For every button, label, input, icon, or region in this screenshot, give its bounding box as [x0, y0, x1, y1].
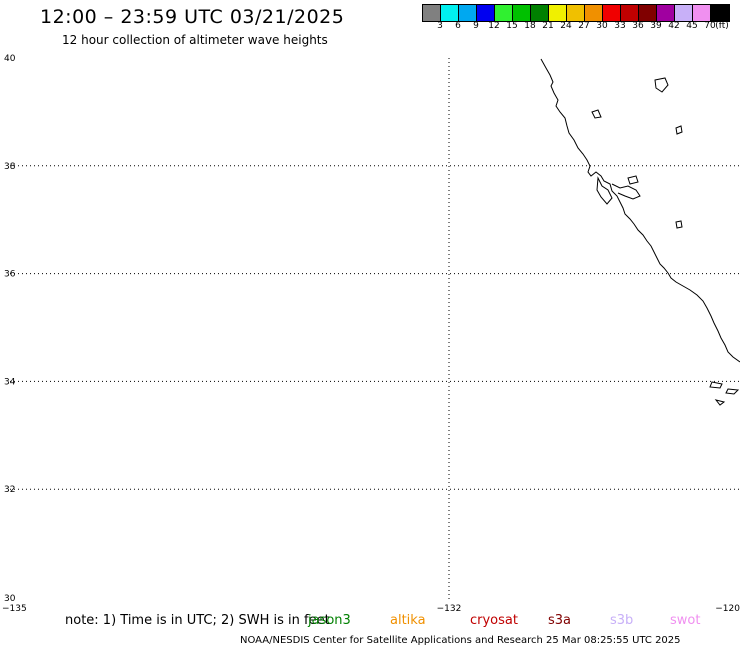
legend-label: (ft) [715, 21, 729, 31]
reservoir-1 [675, 125, 683, 135]
legend-swatch [549, 5, 567, 21]
units-note: note: 1) Time is in UTC; 2) SWH is in fe… [65, 613, 330, 628]
legend-swatch [459, 5, 477, 21]
satellite-legend-item: s3b [610, 613, 634, 628]
legend-swatch [477, 5, 495, 21]
channel-island-2 [725, 388, 740, 395]
reservoir-4 [675, 220, 683, 229]
satellite-legend-item: jason3 [308, 613, 351, 628]
legend-label: 6 [455, 21, 461, 31]
latitude-label: 30 [4, 594, 16, 604]
legend-swatch [495, 5, 513, 21]
latitude-label: 36 [4, 270, 16, 280]
latitude-label: 38 [4, 162, 16, 172]
lake-tahoe-area [654, 77, 669, 93]
map-title: 12:00 – 23:59 UTC 03/21/2025 [40, 6, 345, 28]
reservoir-3 [627, 175, 639, 185]
satellite-legend-item: s3a [548, 613, 572, 628]
legend-label: 45 [686, 21, 698, 31]
legend-swatch [675, 5, 693, 21]
legend-swatch [531, 5, 549, 21]
legend-label: 33 [614, 21, 626, 31]
map-subtitle: 12 hour collection of altimeter wave hei… [62, 33, 328, 47]
legend-swatch [423, 5, 441, 21]
credit-footer: NOAA/NESDIS Center for Satellite Applica… [240, 635, 681, 646]
legend-label: 21 [542, 21, 554, 31]
legend-swatch [603, 5, 621, 21]
legend-label: 9 [473, 21, 479, 31]
legend-label: 24 [560, 21, 572, 31]
legend-label: 15 [506, 21, 518, 31]
graticule-grid [10, 58, 740, 601]
latitude-label: 40 [4, 54, 16, 64]
legend-swatch [585, 5, 603, 21]
legend-label: 18 [524, 21, 536, 31]
legend-swatch [639, 5, 657, 21]
longitude-label: −132 [437, 604, 462, 612]
latitude-label: 34 [4, 377, 16, 387]
satellite-legend-item: altika [390, 613, 426, 628]
reservoir-2 [591, 109, 602, 119]
satellite-legend-item: swot [670, 613, 701, 628]
legend-label: 42 [668, 21, 680, 31]
legend-label: 36 [632, 21, 644, 31]
sf-bay [596, 176, 613, 205]
delta [611, 183, 641, 200]
legend-label: 3 [437, 21, 443, 31]
legend-label: 12 [488, 21, 500, 31]
legend-swatch [621, 5, 639, 21]
legend-label: 70 [704, 21, 716, 31]
legend-swatch [693, 5, 711, 21]
wave-height-color-legend [422, 4, 730, 22]
legend-swatch [441, 5, 459, 21]
legend-label: 39 [650, 21, 662, 31]
latitude-label: 32 [4, 485, 15, 495]
longitude-label: −120 [715, 604, 740, 612]
legend-swatch [567, 5, 585, 21]
satellite-legend-item: cryosat [470, 613, 518, 628]
coastline [540, 58, 740, 406]
california-coastline [540, 58, 740, 363]
legend-label: 27 [578, 21, 590, 31]
legend-label: 30 [596, 21, 608, 31]
legend-swatch [513, 5, 531, 21]
legend-swatch [657, 5, 675, 21]
channel-island-1 [709, 381, 723, 389]
channel-island-3 [714, 399, 726, 406]
legend-swatch [711, 5, 729, 21]
longitude-label: −135 [2, 604, 27, 612]
